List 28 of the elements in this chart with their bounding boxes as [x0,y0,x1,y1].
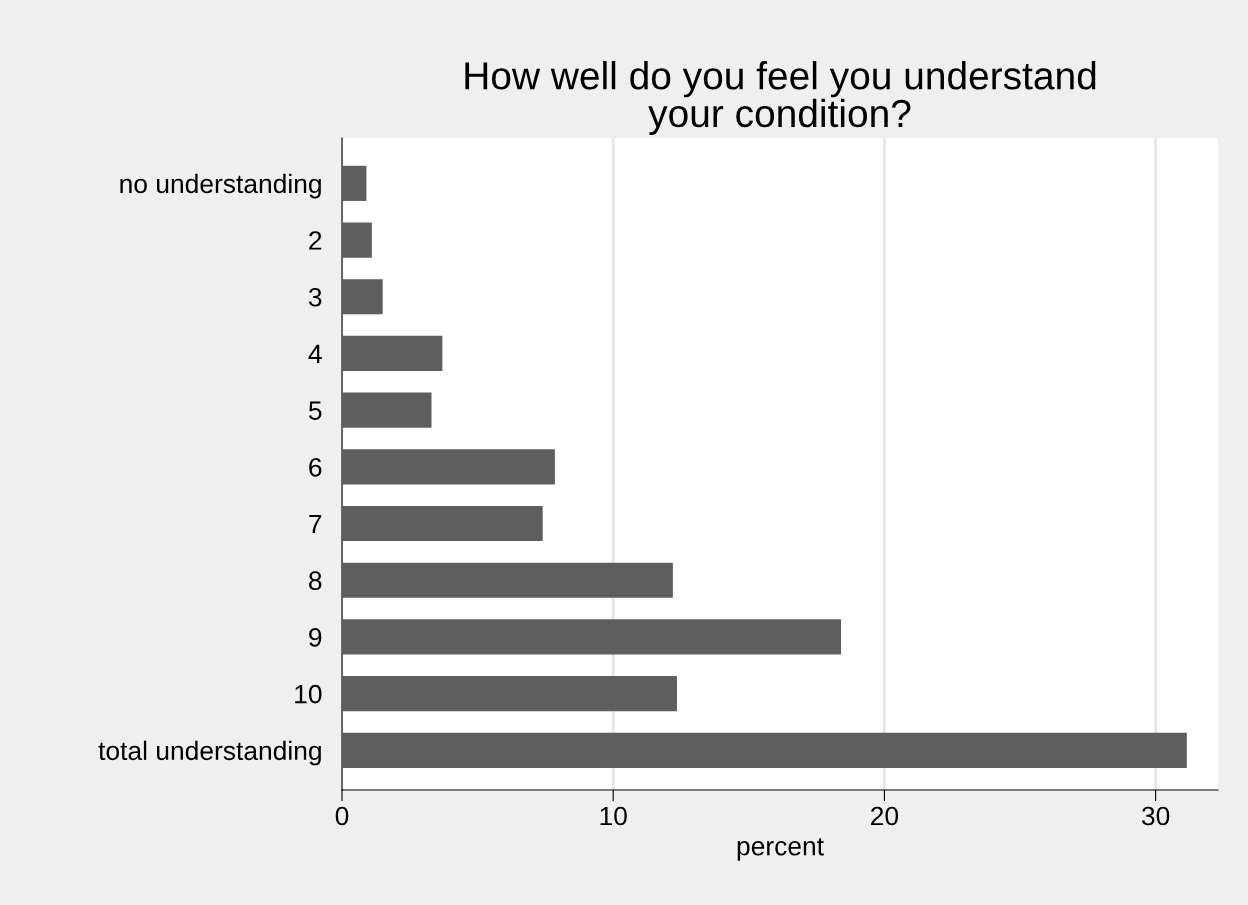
bar [342,676,677,712]
y-tick-label: 9 [309,628,322,647]
y-tick-label: 4 [308,344,322,364]
y-tick-label: no understanding [120,173,321,199]
y-tick-label: 8 [309,571,322,591]
y-tick-label: 3 [308,287,322,307]
y-tick-label: 7 [309,514,322,534]
bar [342,732,1187,768]
y-tick-label: 10 [295,684,322,704]
bar [342,449,555,485]
y-tick-label: total understanding [98,740,321,766]
bar [342,505,543,542]
y-tick-label: 6 [309,457,322,477]
bar [342,619,842,655]
bar [342,165,367,201]
x-tick-label: 20 [871,806,899,826]
x-tick-label: 10 [600,806,627,826]
bar [342,562,673,598]
x-axis-title: percent [737,838,824,861]
bar [342,279,383,315]
bar [342,335,443,372]
chart-title: How well do you feel you understand your condition? [465,61,1096,135]
y-tick-label: 2 [309,231,322,250]
x-tick-label: 30 [1141,806,1170,826]
bar [342,392,432,428]
bar [342,222,372,258]
y-tick-label: 5 [308,401,322,420]
x-tick-label: 0 [335,806,349,826]
